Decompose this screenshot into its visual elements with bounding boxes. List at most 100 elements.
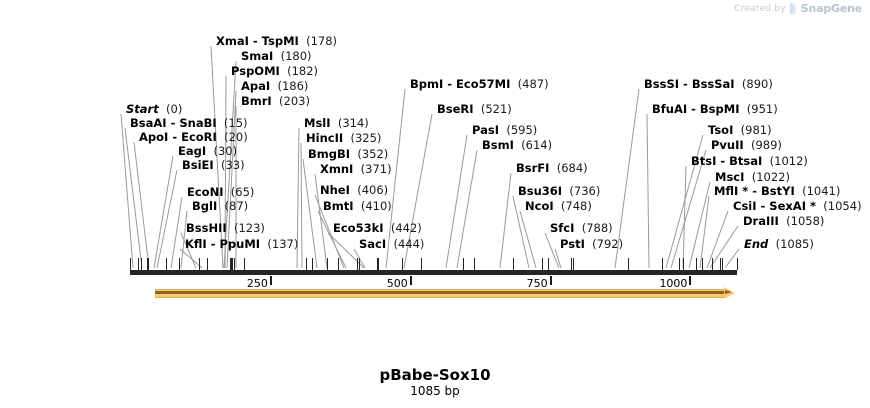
site-tick: [231, 258, 233, 270]
site-label[interactable]: BglI (87): [192, 200, 248, 212]
site-tick: [378, 258, 380, 270]
site-label[interactable]: HincII (325): [306, 132, 381, 144]
site-name: PpuMI: [219, 237, 261, 251]
axis-tick-label: 1000: [659, 277, 688, 290]
site-name: BtsaI: [729, 154, 763, 168]
site-position: (178): [298, 34, 338, 48]
site-tick: [234, 258, 236, 270]
leader-line: [519, 210, 537, 269]
site-label[interactable]: End (1085): [744, 238, 814, 250]
site-name: BsaAI: [130, 116, 167, 130]
site-label[interactable]: MscI (1022): [715, 171, 790, 183]
site-label[interactable]: EagI (30): [178, 145, 237, 157]
site-name: SexAI *: [769, 199, 816, 213]
site-label[interactable]: Start (0): [126, 103, 182, 115]
site-name-separator: -: [679, 77, 692, 91]
site-position: (33): [213, 158, 245, 172]
site-name: BmrI: [241, 94, 272, 108]
site-label[interactable]: BsrFI (684): [516, 162, 588, 174]
site-label[interactable]: SmaI (180): [241, 50, 312, 62]
site-name: EcoRI: [181, 130, 217, 144]
site-position: (1022): [744, 170, 790, 184]
site-name: BstYI: [761, 184, 795, 198]
site-label[interactable]: KflI - PpuMI (137): [185, 238, 298, 250]
site-label[interactable]: Eco53kI (442): [333, 222, 422, 234]
site-label[interactable]: BmgBI (352): [308, 148, 388, 160]
site-label[interactable]: XmaI - TspMI (178): [216, 35, 337, 47]
site-name: TsoI: [708, 123, 734, 137]
site-label[interactable]: BmtI (410): [323, 200, 392, 212]
site-label[interactable]: TsoI (981): [708, 124, 772, 136]
site-name: ApaI: [241, 79, 271, 93]
watermark-prefix: Created by: [734, 3, 786, 14]
site-label[interactable]: SfcI (788): [550, 222, 613, 234]
axis-tick: [549, 276, 552, 285]
site-label[interactable]: EcoNI (65): [187, 186, 254, 198]
plasmid-name: pBabe-Sox10: [379, 366, 491, 384]
site-label[interactable]: PvuII (989): [711, 139, 782, 151]
site-tick: [737, 258, 738, 270]
site-tick: [357, 258, 359, 270]
site-name: PasI: [472, 123, 500, 137]
site-tick: [206, 258, 208, 270]
feature-arrow[interactable]: [155, 287, 735, 299]
site-label[interactable]: BssHII (123): [186, 222, 265, 234]
site-position: (748): [553, 199, 592, 213]
site-label[interactable]: DraIII (1058): [743, 215, 824, 227]
site-label[interactable]: CsiI - SexAI * (1054): [733, 200, 862, 212]
site-label[interactable]: BtsI - BtsaI (1012): [691, 155, 808, 167]
site-label[interactable]: Bsu36I (736): [518, 185, 600, 197]
site-label[interactable]: BpmI - Eco57MI (487): [410, 78, 549, 90]
site-label[interactable]: BmrI (203): [241, 95, 310, 107]
site-label[interactable]: PasI (595): [472, 124, 537, 136]
leader-line: [300, 142, 303, 269]
site-tick: [230, 258, 232, 270]
site-name: BfuAI: [652, 102, 688, 116]
site-name: XmnI: [320, 162, 354, 176]
leader-line: [302, 158, 318, 269]
leader-line: [688, 181, 711, 269]
site-name: DraIII: [743, 214, 779, 228]
site-name: BseRI: [437, 102, 474, 116]
site-name: BmtI: [323, 199, 354, 213]
site-position: (487): [510, 77, 549, 91]
site-name: BssHII: [186, 221, 227, 235]
site-name: BmgBI: [308, 147, 351, 161]
site-name: NcoI: [525, 199, 554, 213]
leader-line: [124, 127, 143, 269]
site-label[interactable]: BssSI - BssSaI (890): [644, 78, 773, 90]
site-position: (684): [549, 161, 588, 175]
site-position: (1054): [816, 199, 862, 213]
site-name: SnaBI: [179, 116, 217, 130]
plasmid-length: 1085 bp: [410, 384, 460, 398]
leader-line: [133, 141, 150, 269]
site-tick: [146, 258, 148, 270]
site-tick: [377, 258, 379, 270]
leader-line: [156, 169, 178, 269]
site-label[interactable]: BsaAI - SnaBI (15): [130, 117, 248, 129]
site-name: MslI: [304, 116, 331, 130]
site-label[interactable]: XmnI (371): [320, 163, 392, 175]
site-label[interactable]: ApaI (186): [241, 80, 308, 92]
site-label[interactable]: NcoI (748): [525, 200, 592, 212]
site-position: (1058): [778, 214, 825, 228]
site-label[interactable]: BsmI (614): [482, 139, 552, 151]
site-name: KflI: [185, 237, 207, 251]
site-name: HincII: [306, 131, 344, 145]
leader-line: [120, 113, 134, 269]
site-label[interactable]: BseRI (521): [437, 103, 512, 115]
site-label[interactable]: ApoI - EcoRI (20): [139, 131, 248, 143]
site-label[interactable]: BsiEI (33): [182, 159, 245, 171]
site-label[interactable]: BfuAI - BspMI (951): [652, 103, 778, 115]
site-label[interactable]: PstI (792): [560, 238, 623, 250]
site-name: MflI *: [714, 184, 749, 198]
site-label[interactable]: MslI (314): [304, 117, 369, 129]
site-tick: [402, 258, 404, 270]
site-position: (614): [513, 138, 553, 152]
site-label[interactable]: NheI (406): [320, 184, 388, 196]
site-label[interactable]: PspOMI (182): [231, 65, 318, 77]
site-label[interactable]: MflI * - BstYI (1041): [714, 185, 840, 197]
site-label[interactable]: SacI (444): [359, 238, 424, 250]
site-tick: [719, 258, 721, 270]
site-name: BsiEI: [182, 158, 214, 172]
